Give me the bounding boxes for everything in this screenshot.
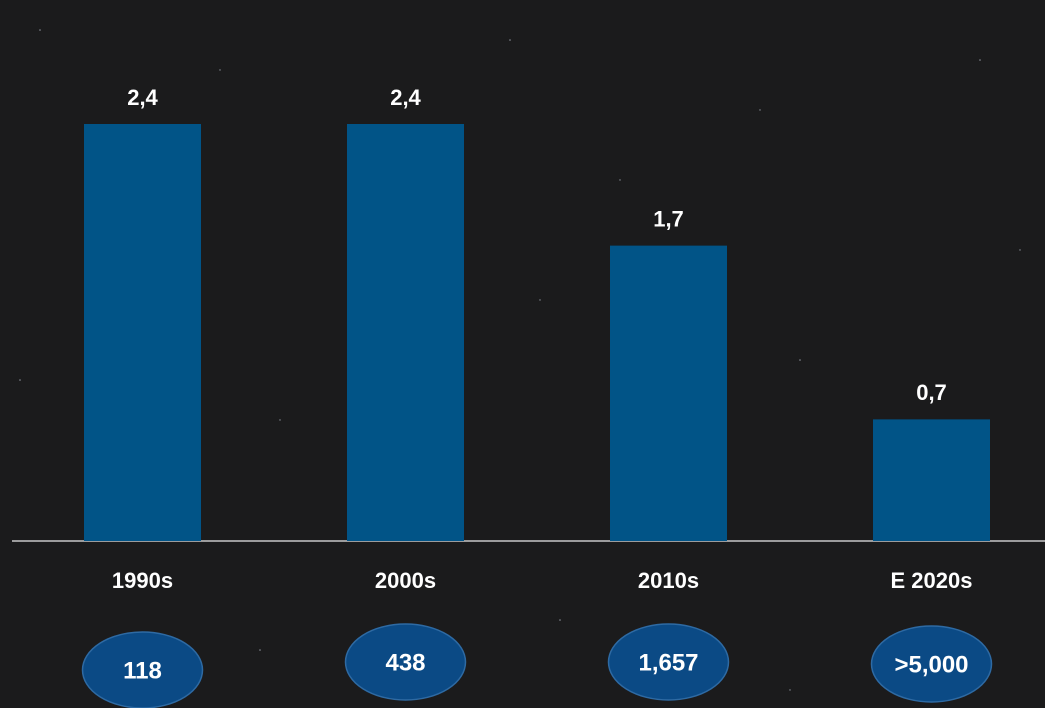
count-badge [81,631,204,708]
stars [19,29,1021,691]
bar [347,124,464,541]
x-tick-label: 1990s [112,568,173,593]
bar [84,124,201,541]
count-label: 1,657 [638,649,698,676]
count-badge [870,625,993,703]
count-badge [607,623,730,701]
x-tick-label: 2000s [375,568,436,593]
data-label: 2,4 [390,85,421,110]
x-tick-label: 2010s [638,568,699,593]
data-label: 0,7 [916,380,947,405]
bar [873,419,990,541]
count-label: >5,000 [894,651,968,678]
count-label: 438 [385,649,425,676]
count-badge [344,623,467,701]
data-label: 2,4 [127,85,158,110]
x-tick-label: E 2020s [891,568,973,593]
bar [610,245,727,541]
data-label: 1,7 [653,206,684,231]
count-label: 118 [123,657,162,684]
